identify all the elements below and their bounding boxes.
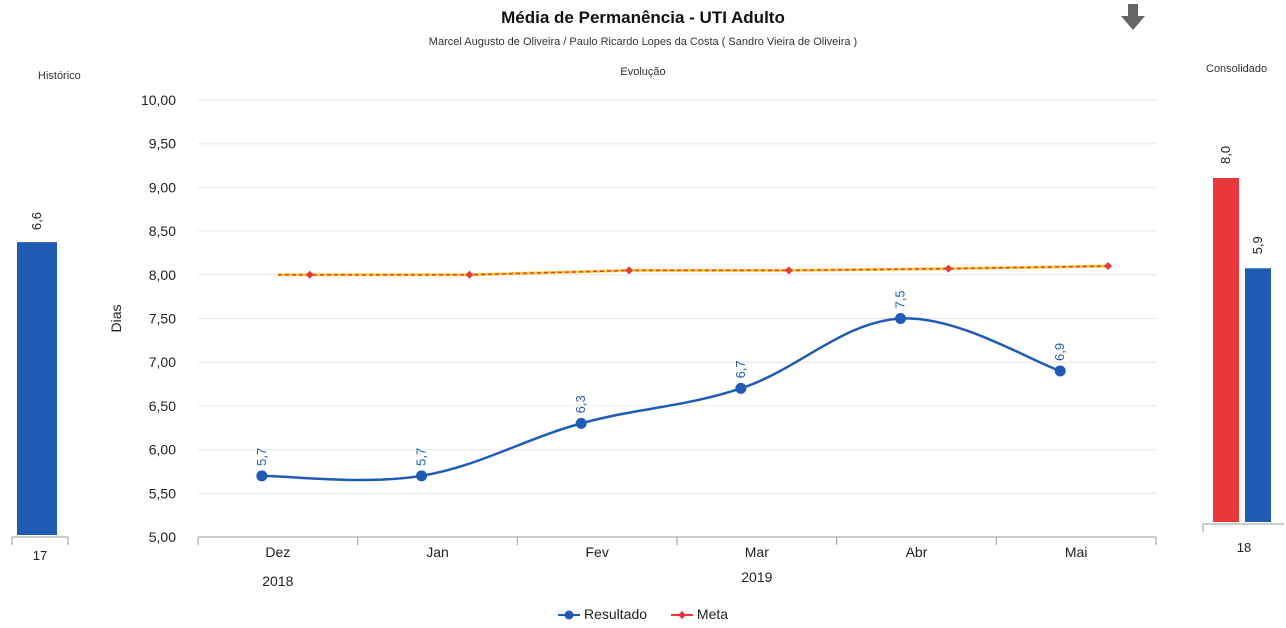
legend-item-meta[interactable]: Meta: [670, 606, 729, 622]
consolidado-value-label: 5,9: [1250, 236, 1265, 254]
meta-point: [1104, 262, 1113, 271]
meta-point: [625, 266, 634, 275]
y-tick-label: 10,00: [141, 92, 176, 108]
evolution-chart: 5,00 5,50 6,00 6,50 7,00 7,50 8,00 8,50 9,00 9,50…: [108, 92, 1157, 589]
consolidado-category-label: 18: [1237, 540, 1251, 555]
meta-point: [944, 264, 953, 273]
legend-swatch-meta: [670, 608, 693, 620]
y-tick-label: 7,50: [149, 311, 176, 327]
y-tick-label: 9,00: [149, 179, 176, 195]
y-tick-label: 9,50: [149, 136, 176, 152]
x-tick-label: Fev: [585, 544, 608, 560]
resultado-point: [1054, 365, 1066, 377]
x-tick-label: Dez: [265, 544, 290, 560]
y-tick-label: 7,00: [149, 354, 176, 370]
series-resultado-line: [261, 317, 1061, 482]
legend-swatch-resultado: [557, 608, 580, 620]
chart-title: Média de Permanência - UTI Adulto: [501, 8, 785, 27]
legend-label-meta: Meta: [696, 606, 729, 622]
y-tick-label: 5,50: [149, 485, 176, 501]
historico-bar: [17, 242, 57, 535]
resultado-point: [735, 382, 747, 394]
resultado-data-label: 5,7: [414, 448, 429, 466]
historico-value-label: 6,6: [29, 212, 44, 230]
historico-label: Histórico: [38, 70, 81, 82]
y-axis-title: Dias: [108, 304, 124, 332]
y-tick-label: 8,00: [149, 267, 176, 283]
year-label: 2019: [741, 569, 772, 585]
historico-category-label: 17: [33, 548, 47, 563]
resultado-data-label: 6,7: [733, 360, 748, 378]
resultado-point: [416, 470, 428, 482]
down-arrow-icon[interactable]: [1120, 2, 1146, 32]
x-tick-label: Mar: [745, 544, 769, 560]
x-tick-label: Abr: [906, 544, 928, 560]
legend: Resultado Meta: [0, 606, 1286, 624]
resultado-data-label: 7,5: [893, 290, 908, 308]
resultado-point: [895, 313, 907, 324]
resultado-point: [256, 470, 268, 482]
consolidado-bar: [1245, 268, 1271, 522]
y-tick-label: 6,50: [149, 398, 176, 414]
consolidado-chart: 8,0 5,9 18: [1202, 146, 1284, 555]
section-label: Evolução: [620, 66, 666, 78]
consolidado-value-label: 8,0: [1218, 146, 1233, 164]
resultado-data-label: 6,3: [573, 395, 588, 413]
legend-label-resultado: Resultado: [583, 606, 648, 622]
x-tick-label: Mai: [1065, 544, 1088, 560]
resultado-data-label: 6,9: [1052, 343, 1067, 361]
meta-point: [465, 270, 474, 279]
x-tick-label: Jan: [426, 544, 449, 560]
resultado-point: [575, 417, 587, 429]
y-tick-label: 5,00: [149, 529, 176, 545]
legend-item-resultado[interactable]: Resultado: [557, 606, 648, 622]
y-tick-label: 8,50: [149, 223, 176, 239]
chart-subtitle: Marcel Augusto de Oliveira / Paulo Ricar…: [428, 36, 858, 48]
historico-chart: 6,6 17: [11, 212, 69, 563]
consolidado-label: Consolidado: [1206, 63, 1268, 75]
resultado-data-label: 5,7: [254, 448, 269, 466]
consolidado-bar: [1213, 178, 1239, 522]
meta-point: [784, 266, 793, 275]
year-label: 2018: [262, 573, 293, 589]
y-tick-label: 6,00: [149, 442, 176, 458]
meta-point: [305, 270, 314, 279]
